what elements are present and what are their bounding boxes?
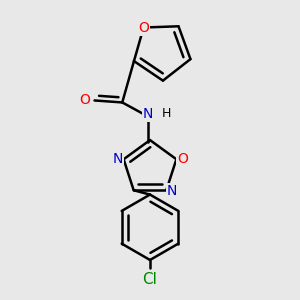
Text: O: O: [79, 94, 90, 107]
Text: O: O: [177, 152, 188, 166]
Text: N: N: [143, 107, 153, 121]
Text: H: H: [162, 107, 171, 120]
Text: Cl: Cl: [142, 272, 158, 287]
Text: N: N: [167, 184, 177, 198]
Text: N: N: [112, 152, 123, 166]
Text: O: O: [138, 20, 149, 34]
